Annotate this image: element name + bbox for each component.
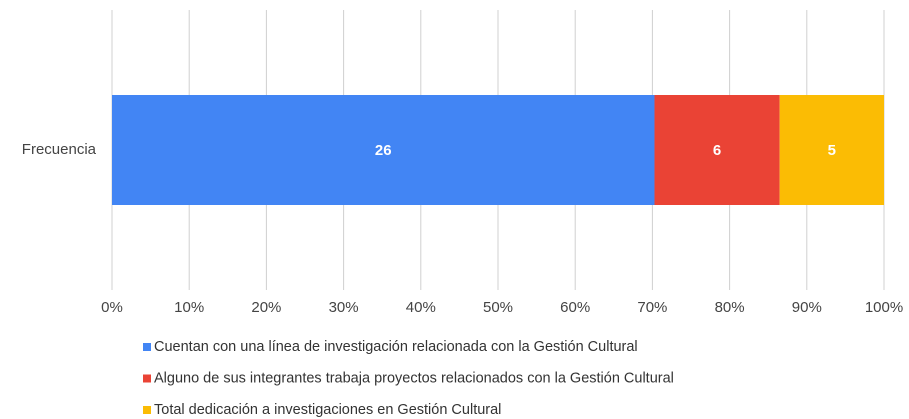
bar-segment (779, 95, 884, 205)
x-tick-label: 100% (865, 299, 903, 316)
x-tick-label: 40% (406, 299, 436, 316)
bar-segment (654, 95, 780, 205)
y-tick-label: Frecuencia (22, 141, 97, 158)
data-label: 26 (375, 142, 392, 159)
data-label: 6 (713, 142, 721, 159)
legend-swatch (143, 343, 151, 351)
legend-label: Alguno de sus integrantes trabaja proyec… (154, 370, 674, 386)
legend-swatch (143, 406, 151, 414)
x-tick-label: 50% (483, 299, 513, 316)
legend-label: Total dedicación a investigaciones en Ge… (154, 402, 501, 418)
x-tick-label: 20% (251, 299, 281, 316)
x-tick-label: 80% (715, 299, 745, 316)
legend-swatch (143, 374, 151, 383)
legend-label: Cuentan con una línea de investigación r… (154, 339, 638, 355)
bar-segment (112, 95, 655, 205)
x-tick-label: 60% (560, 299, 590, 316)
x-tick-label: 30% (329, 299, 359, 316)
x-tick-label: 10% (174, 299, 204, 316)
x-tick-label: 70% (637, 299, 667, 316)
x-tick-label: 0% (101, 299, 123, 316)
data-label: 5 (828, 142, 836, 159)
x-tick-label: 90% (792, 299, 822, 316)
